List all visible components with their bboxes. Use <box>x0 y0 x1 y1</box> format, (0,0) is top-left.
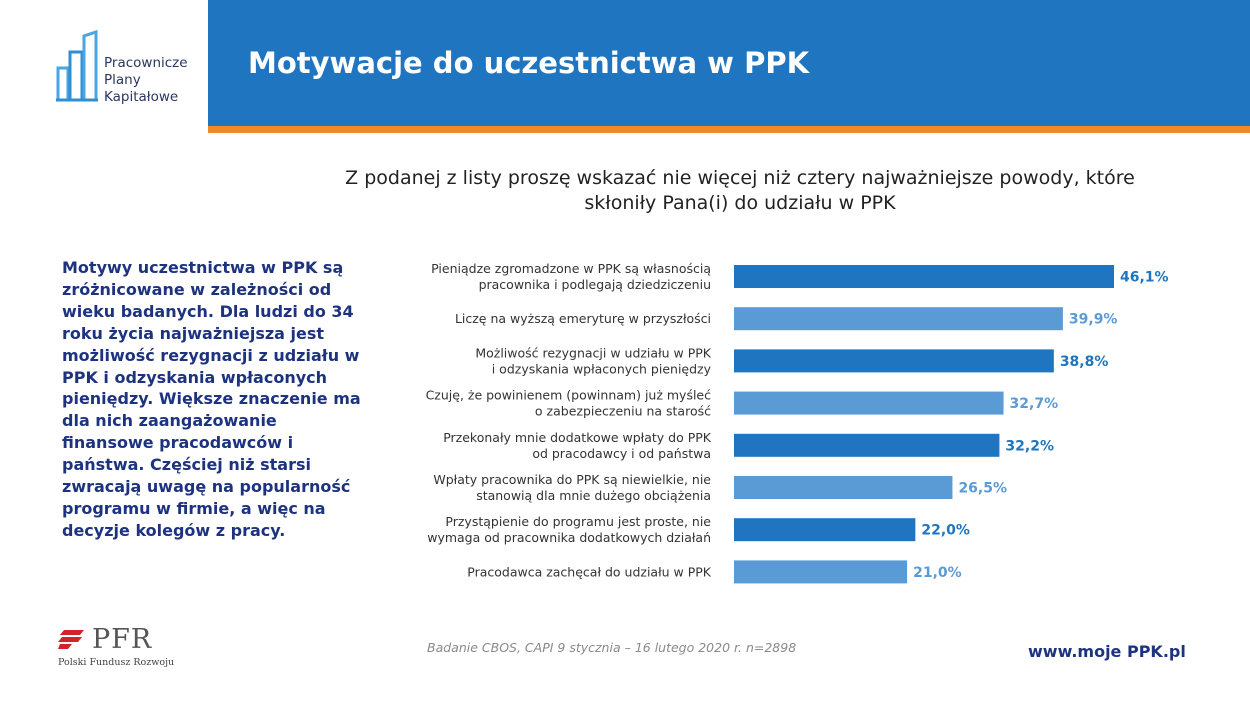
value-label-4: 32,7% <box>1010 396 1059 412</box>
bar-1 <box>734 265 1114 288</box>
pfr-mark-icon <box>58 630 84 649</box>
logo-line-2: Plany <box>104 72 141 88</box>
category-label-7-line-2: wymaga od pracownika dodatkowych działań <box>427 530 711 545</box>
category-label-6-line-1: Wpłaty pracownika do PPK są niewielkie, … <box>433 472 711 487</box>
survey-question: Z podanej z listy proszę wskazać nie wię… <box>345 167 1135 214</box>
ppk-building-icon <box>56 30 98 102</box>
value-label-2: 39,9% <box>1069 312 1118 328</box>
category-label-6-line-2: stanowią dla mnie dużego obciążenia <box>476 488 711 503</box>
bar-4 <box>734 391 1004 415</box>
category-label-8-line-1: Pracodawca zachęcał do udziału w PPK <box>467 564 712 579</box>
bar-7 <box>734 518 916 542</box>
bar-6 <box>734 476 953 499</box>
value-label-7: 22,0% <box>921 523 970 539</box>
category-label-5-line-2: od pracodawcy i od państwa <box>532 446 711 461</box>
source-note: Badanie CBOS, CAPI 9 stycznia – 16 luteg… <box>427 640 797 655</box>
value-label-8: 21,0% <box>913 565 962 581</box>
bar-5 <box>734 433 1000 457</box>
header-accent-stripe <box>208 126 1250 133</box>
summary-text: Motywy uczestnictwa w PPK są zróżnicowan… <box>62 258 361 540</box>
category-label-7-line-1: Przystąpienie do programu jest proste, n… <box>445 514 711 529</box>
bar-8 <box>734 560 908 584</box>
ppk-logo: Pracownicze Plany Kapitałowe <box>0 0 208 128</box>
category-label-4-line-2: o zabezpieczeniu na starość <box>535 404 711 419</box>
pfr-subtitle: Polski Fundusz Rozwoju <box>58 657 175 668</box>
value-label-6: 26,5% <box>958 481 1007 497</box>
value-label-5: 32,2% <box>1005 438 1054 454</box>
category-label-3-line-1: Możliwość rezygnacji w udziału w PPK <box>475 345 711 360</box>
ppk-logo-text: Pracownicze Plany Kapitałowe <box>104 55 188 106</box>
category-label-1-line-1: Pieniądze zgromadzone w PPK są własności… <box>431 261 711 276</box>
pfr-name: PFR <box>92 624 153 655</box>
page-title: Motywacje do uczestnictwa w PPK <box>248 46 810 80</box>
logo-line-1: Pracownicze <box>104 55 188 71</box>
logo-line-3: Kapitałowe <box>104 89 179 105</box>
value-label-1: 46,1% <box>1120 270 1169 286</box>
category-label-1-line-2: pracownika i podlegają dziedziczeniu <box>479 277 711 292</box>
category-label-3-line-2: i odzyskania wpłaconych pieniędzy <box>492 361 712 376</box>
category-label-2-line-1: Liczę na wyższą emeryturę w przyszłości <box>455 311 711 326</box>
category-label-5-line-1: Przekonały mnie dodatkowe wpłaty do PPK <box>443 430 712 445</box>
category-label-4-line-1: Czuję, że powinienem (powinnam) już myśl… <box>426 388 712 403</box>
bar-3 <box>734 349 1054 373</box>
website-url[interactable]: www.moje PPK.pl <box>1028 642 1186 661</box>
header-bar: Motywacje do uczestnictwa w PPK <box>208 0 1250 126</box>
bar-2 <box>734 307 1063 331</box>
value-label-3: 38,8% <box>1060 354 1109 370</box>
